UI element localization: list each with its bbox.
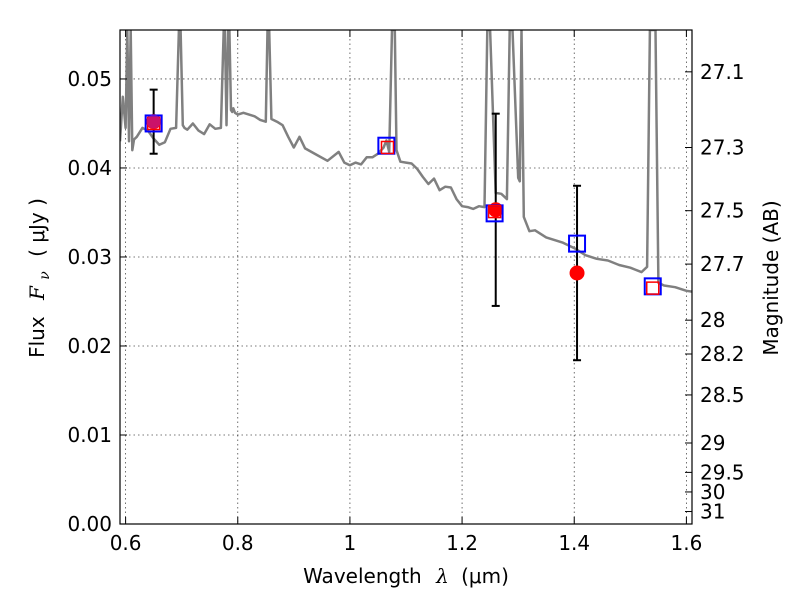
- x-tick-label: 0.6: [110, 531, 142, 555]
- plot-frame: [119, 29, 693, 525]
- plot-background: [120, 30, 692, 524]
- y2-tick-label: 31: [700, 500, 725, 524]
- y-tick-label: 0.03: [67, 245, 112, 269]
- x-tick-label: 1.4: [558, 531, 590, 555]
- axis-ticks: 0.6 0.8 1 1.2 1.4 1.6 0.00 0.01 0.02 0.03 0.04 0.05…: [67, 30, 745, 555]
- model-spectrum-line: [120, 30, 692, 293]
- y2-axis-label: Magnitude (AB): [759, 200, 783, 355]
- blue-square-marker: [568, 234, 587, 253]
- red-square-marker: [380, 140, 395, 155]
- y-axis-label: Flux F ν ( μJy ): [25, 198, 54, 358]
- x-tick-label: 1.6: [670, 531, 702, 555]
- y2-tick-label: 28.2: [700, 342, 745, 366]
- y-tick-label: 0.02: [67, 334, 112, 358]
- x-axis-label-text: Wavelength: [303, 564, 422, 588]
- y2-tick-label: 27.5: [700, 199, 745, 223]
- red-square-marker: [645, 281, 660, 295]
- y2-tick-label: 29: [700, 431, 725, 455]
- y2-tick-label: 27.3: [700, 135, 745, 159]
- y2-tick-label: 29.5: [700, 460, 745, 484]
- y-tick-label: 0.01: [67, 423, 112, 447]
- y2-tick-label: 27.7: [700, 252, 745, 276]
- x-tick-label: 0.8: [222, 531, 254, 555]
- observed-flux-point: [569, 265, 585, 281]
- y-axis-label-subscript: ν: [37, 271, 53, 280]
- x-axis-label: Wavelength λ (μm): [303, 564, 509, 588]
- y-tick-label: 0.04: [67, 156, 112, 180]
- y-tick-label: 0.00: [67, 512, 112, 536]
- y-tick-label: 0.05: [67, 67, 112, 91]
- x-axis-label-symbol: λ: [435, 564, 449, 588]
- y2-tick-label: 28: [700, 308, 725, 332]
- y-axis-label-symbol: F: [25, 285, 49, 301]
- y2-tick-label: 30: [700, 480, 725, 504]
- x-tick-label: 1.2: [446, 531, 478, 555]
- y-axis-label-text: Flux: [25, 316, 49, 358]
- red-square-marker: [487, 204, 502, 219]
- x-axis-label-unit: (μm): [461, 564, 509, 588]
- x-tick-label: 1: [344, 531, 357, 555]
- y2-tick-label: 27.1: [700, 60, 745, 84]
- y-axis-label-unit: ( μJy ): [25, 198, 49, 257]
- observed-flux-overlap: [146, 114, 161, 129]
- y2-tick-label: 28.5: [700, 383, 745, 407]
- plot-content: [120, 30, 692, 362]
